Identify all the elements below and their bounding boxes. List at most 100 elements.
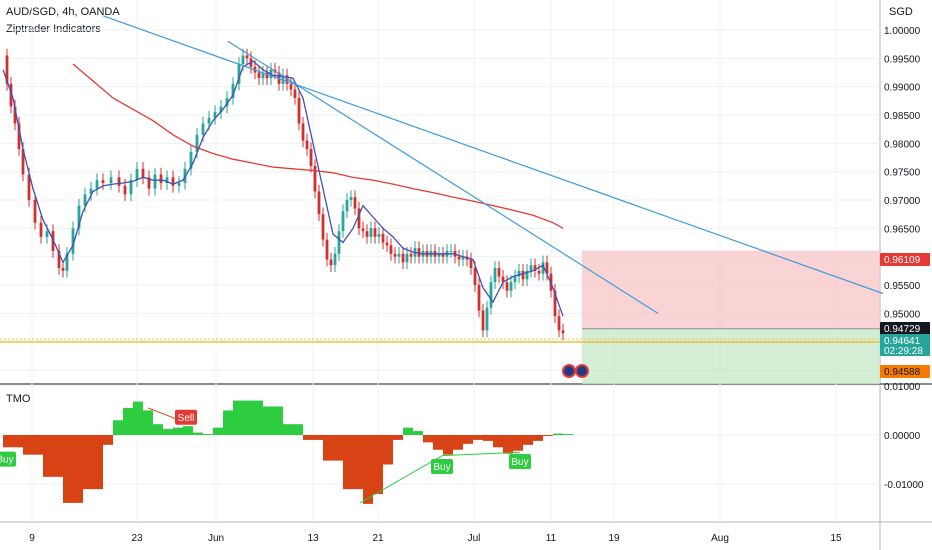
candle-body xyxy=(177,183,181,186)
candle-body xyxy=(401,253,405,263)
candle-body xyxy=(39,222,43,237)
stop-loss-zone[interactable] xyxy=(582,250,880,329)
candle-body xyxy=(545,262,549,274)
candle-body xyxy=(385,242,389,246)
candle-body xyxy=(135,168,139,181)
signal-buy-badge[interactable] xyxy=(0,451,16,467)
candle-body xyxy=(469,259,473,268)
candle-body xyxy=(237,64,241,84)
candle-body xyxy=(437,253,441,257)
candle-body xyxy=(109,177,113,183)
candle-body xyxy=(449,251,453,252)
signal-buy-badge[interactable] xyxy=(509,454,531,470)
tmo-bar xyxy=(233,400,243,435)
x-tick-label: Aug xyxy=(711,533,729,544)
candle-body xyxy=(265,72,269,79)
signal-label: Buy xyxy=(511,457,528,468)
candle-body xyxy=(377,234,381,237)
candle-body xyxy=(147,177,151,189)
event-icon[interactable] xyxy=(562,364,576,378)
candle-body xyxy=(171,177,175,186)
candle-body xyxy=(505,282,509,291)
signal-buy-badge[interactable] xyxy=(431,458,453,474)
osc-tick-label: 0.00000 xyxy=(884,431,921,442)
candle-body xyxy=(461,256,465,260)
candle-body xyxy=(373,228,377,237)
candle-body xyxy=(325,239,329,260)
tmo-bar xyxy=(463,435,473,444)
y-tick-label: 0.98500 xyxy=(884,111,921,122)
x-tick-label: 21 xyxy=(372,533,384,544)
x-tick-label: 23 xyxy=(131,533,143,544)
tmo-bar xyxy=(553,433,563,435)
candle-body xyxy=(293,89,297,98)
candle-body xyxy=(71,228,75,254)
slow-moving-average xyxy=(72,63,564,229)
candle-body xyxy=(417,248,421,257)
candle-body xyxy=(409,253,413,257)
y-tick-label: 0.99500 xyxy=(884,54,921,65)
target-price-tag-text: 0.94588 xyxy=(884,367,921,378)
candle-body xyxy=(557,316,561,331)
candle-body xyxy=(17,123,21,149)
candle-body xyxy=(513,276,517,283)
bullish-divergence-line xyxy=(441,451,521,457)
tmo-bar xyxy=(413,431,423,435)
tmo-bar xyxy=(223,410,233,435)
tmo-bar xyxy=(3,435,23,448)
symbol-title[interactable]: AUD/SGD, 4h, OANDA xyxy=(6,6,120,18)
tmo-bar xyxy=(373,435,383,495)
candle-body xyxy=(529,265,533,271)
current-price-tag-text: 0.94641 xyxy=(884,336,921,347)
candle-body xyxy=(153,174,157,189)
tmo-bar xyxy=(343,435,363,490)
candle-body xyxy=(83,194,87,206)
candle-body xyxy=(13,106,17,124)
tmo-bar xyxy=(523,435,533,445)
bullish-divergence-line xyxy=(359,455,443,504)
tmo-bar xyxy=(543,435,553,436)
candle-body xyxy=(117,177,121,186)
candle-body xyxy=(129,180,133,195)
candle-body xyxy=(33,200,37,223)
tmo-bar xyxy=(493,435,503,448)
candle-body xyxy=(245,55,249,59)
stop-price-tag xyxy=(880,253,930,266)
signal-label: Buy xyxy=(0,455,14,466)
tmo-bar xyxy=(403,427,413,435)
candle-body xyxy=(95,180,99,189)
osc-tick-label: 0.01000 xyxy=(884,382,921,393)
candle-body xyxy=(333,253,337,266)
candle-body xyxy=(241,55,245,64)
candle-body xyxy=(285,75,289,84)
event-icon[interactable] xyxy=(575,364,589,378)
tmo-bar xyxy=(113,420,123,435)
indicator-title[interactable]: Ziptrader Indicators xyxy=(6,23,101,35)
x-tick-label: Jul xyxy=(468,533,481,544)
osc-tick-label: -0.01000 xyxy=(884,480,924,491)
tmo-bar xyxy=(103,435,113,445)
candle-body xyxy=(561,330,565,334)
signal-sell-badge[interactable] xyxy=(175,409,197,425)
entry-price-tag xyxy=(880,322,930,335)
take-profit-zone[interactable] xyxy=(582,328,880,384)
candle-body xyxy=(329,259,333,266)
signal-label: Sell xyxy=(178,413,195,424)
stop-price-tag-text: 0.96109 xyxy=(884,255,921,266)
candle-body xyxy=(61,268,65,271)
tmo-bar xyxy=(143,410,153,435)
y-tick-label: 0.99000 xyxy=(884,83,921,94)
tmo-bar xyxy=(453,435,463,450)
candle-body xyxy=(537,270,541,274)
tmo-bar xyxy=(423,435,433,443)
y-tick-label: 1.00000 xyxy=(884,26,921,37)
tmo-bar xyxy=(433,435,443,450)
candle-body xyxy=(525,270,529,280)
y-tick-label: 0.96500 xyxy=(884,224,921,235)
candle-body xyxy=(5,55,9,84)
oscillator-title[interactable]: TMO xyxy=(6,393,31,405)
candle-body xyxy=(477,285,481,311)
tmo-bar xyxy=(243,400,263,435)
candle-body xyxy=(497,268,501,277)
